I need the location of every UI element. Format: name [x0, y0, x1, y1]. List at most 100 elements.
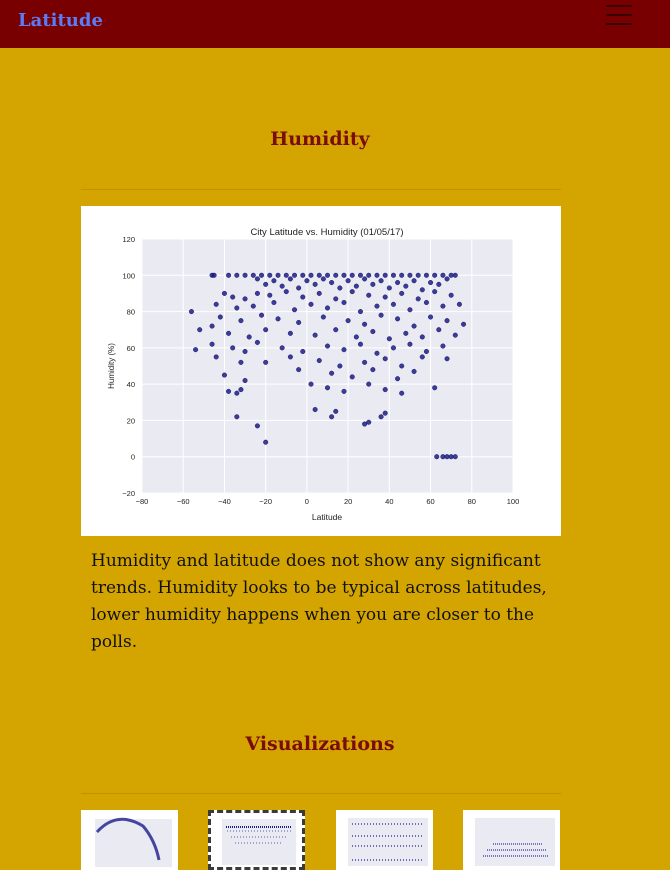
scatter-point [324, 272, 330, 278]
scatter-point [283, 289, 289, 295]
scatter-point [324, 385, 330, 391]
scatter-point [395, 280, 401, 286]
visualizations-heading: Visualizations [245, 733, 395, 755]
humidity-plot: −80 −60 −40 −20 0 20 40 60 80 100 −20 0 20 40 60 80 100 1… [81, 206, 561, 536]
scatter-point [217, 314, 223, 320]
scatter-point [362, 359, 368, 365]
scatter-point [308, 381, 314, 387]
scatter-point [448, 292, 454, 298]
scatter-point [296, 285, 302, 291]
x-tick-label: 100 [507, 497, 520, 506]
scatter-point [362, 421, 368, 427]
scatter-point [370, 281, 376, 287]
scatter-point [279, 283, 285, 289]
scatter-point [345, 278, 351, 284]
scatter-point [226, 388, 232, 394]
scatter-point [300, 272, 306, 278]
scatter-point [316, 358, 322, 364]
scatter-point [370, 329, 376, 335]
scatter-point [333, 296, 339, 302]
scatter-point [428, 280, 434, 286]
scatter-point [382, 387, 388, 393]
scatter-point [382, 410, 388, 416]
cloudiness-thumbnail[interactable] [336, 810, 433, 870]
scatter-point [432, 385, 438, 391]
scatter-point [444, 454, 450, 460]
scatter-point [419, 287, 425, 293]
scatter-point [399, 390, 405, 396]
scatter-point [395, 376, 401, 382]
scatter-point [271, 299, 277, 305]
scatter-point [353, 283, 359, 289]
scatter-point [444, 276, 450, 282]
scatter-point [452, 454, 458, 460]
scatter-point [407, 272, 413, 278]
scatter-point [448, 272, 454, 278]
scatter-point [320, 276, 326, 282]
scatter-point [353, 334, 359, 340]
scatter-point [341, 272, 347, 278]
scatter-point [357, 272, 363, 278]
scatter-point [242, 348, 248, 354]
scatter-point [366, 381, 372, 387]
brand-link[interactable]: Latitude [18, 10, 103, 31]
x-tick-label: 40 [385, 497, 393, 506]
scatter-point [341, 347, 347, 353]
wind-speed-thumbnail[interactable] [463, 810, 560, 870]
scatter-point [213, 354, 219, 360]
scatter-point [271, 278, 277, 284]
scatter-point [211, 272, 217, 278]
y-tick-label: 0 [131, 453, 135, 462]
scatter-point [423, 348, 429, 354]
scatter-point [434, 454, 440, 460]
scatter-point [407, 307, 413, 313]
scatter-point [374, 350, 380, 356]
hamburger-menu-icon[interactable] [606, 5, 632, 25]
scatter-point [263, 281, 269, 287]
scatter-point [287, 354, 293, 360]
scatter-point [341, 388, 347, 394]
scatter-point [263, 439, 269, 445]
scatter-point [403, 330, 409, 336]
scatter-point [411, 323, 417, 329]
scatter-point [259, 312, 265, 318]
y-tick-label: 20 [127, 416, 135, 425]
axis-ticks: −80 −60 −40 −20 0 20 40 60 80 100 −20 0 20 40 60 80 100 1… [122, 235, 519, 506]
x-tick-label: −40 [218, 497, 231, 506]
humidity-scatter-chart: −80 −60 −40 −20 0 20 40 60 80 100 −20 0 20 40 60 80 100 1… [107, 227, 519, 522]
scatter-point [267, 292, 273, 298]
scatter-point [341, 299, 347, 305]
scatter-point [395, 316, 401, 322]
scatter-point [432, 272, 438, 278]
scatter-point [242, 378, 248, 384]
scatter-point [366, 292, 372, 298]
scatter-point [333, 327, 339, 333]
temperature-thumbnail[interactable] [81, 810, 178, 870]
scatter-point [308, 272, 314, 278]
scatter-point [423, 272, 429, 278]
scatter-point [436, 281, 442, 287]
scatter-point [197, 327, 203, 333]
scatter-point [238, 387, 244, 393]
scatter-point [329, 414, 335, 420]
scatter-point [390, 272, 396, 278]
scatter-point [444, 356, 450, 362]
chart-title: City Latitude vs. Humidity (01/05/17) [250, 227, 403, 238]
scatter-point [440, 303, 446, 309]
scatter-point [193, 347, 199, 353]
scatter-point [399, 363, 405, 369]
y-tick-label: 120 [122, 235, 135, 244]
humidity-thumbnail[interactable] [208, 810, 305, 870]
scatter-point [366, 272, 372, 278]
scatter-point [312, 281, 318, 287]
scatter-point [432, 289, 438, 295]
scatter-point [221, 290, 227, 296]
scatter-point [300, 294, 306, 300]
y-tick-label: 80 [127, 308, 135, 317]
scatter-point [349, 374, 355, 380]
scatter-point [349, 289, 355, 295]
scatter-point [292, 307, 298, 313]
scatter-point [188, 309, 194, 315]
scatter-point [287, 276, 293, 282]
scatter-point [390, 345, 396, 351]
